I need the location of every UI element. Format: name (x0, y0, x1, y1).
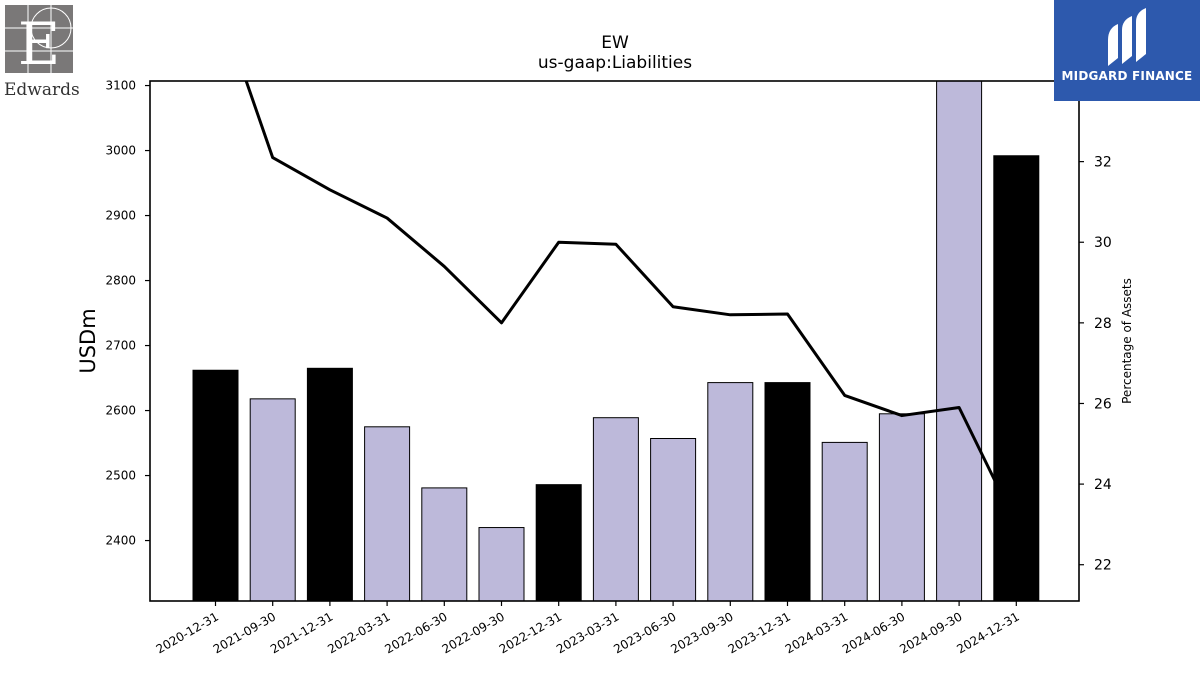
edwards-monogram-icon: E (5, 5, 73, 78)
x-tick-label: 2022-06-30 (382, 609, 449, 656)
x-tick-label: 2024-06-30 (840, 609, 907, 656)
x-tick-label: 2021-09-30 (211, 609, 278, 656)
y2-tick-label: 28 (1094, 316, 1112, 332)
y2-tick-label: 26 (1094, 396, 1112, 412)
y-tick-label: 2500 (105, 469, 136, 483)
y-tick-label: 3000 (105, 144, 136, 158)
x-tick-label: 2023-12-31 (726, 609, 793, 656)
midgard-finance-logo: MIDGARD FINANCE (1054, 0, 1200, 101)
bar-2022-06-30 (421, 487, 468, 601)
y2-tick-label: 30 (1094, 235, 1112, 251)
bar-2022-12-31 (535, 484, 582, 601)
bar-2023-12-31 (764, 382, 811, 601)
bar-2024-03-31 (821, 441, 868, 601)
y2-axis-label: Percentage of Assets (1120, 278, 1134, 404)
bar-2024-12-31 (993, 155, 1040, 601)
chart-subtitle: us-gaap:Liabilities (538, 53, 692, 73)
x-tick-label: 2023-06-30 (611, 609, 678, 656)
edwards-logo: E Edwards (4, 4, 80, 100)
bar-2021-09-30 (249, 398, 296, 601)
y-tick-label: 2700 (105, 339, 136, 353)
y-tick-label: 3100 (105, 79, 136, 93)
edwards-wordmark: Edwards (4, 80, 80, 100)
bar-2023-06-30 (650, 438, 697, 601)
chart-title: EW (601, 33, 629, 53)
x-tick-label: 2023-03-31 (554, 609, 621, 656)
bar-2020-12-31 (192, 369, 239, 601)
midgard-emblem-icon (1108, 8, 1146, 66)
x-tick-label: 2022-03-31 (325, 609, 392, 656)
svg-text:E: E (18, 10, 60, 74)
x-tick-label: 2022-12-31 (497, 609, 564, 656)
y2-tick-label: 24 (1094, 477, 1112, 493)
x-tick-label: 2020-12-31 (154, 609, 221, 656)
x-tick-label: 2024-09-30 (897, 609, 964, 656)
bar-2022-09-30 (478, 527, 525, 601)
x-tick-label: 2021-12-31 (268, 609, 335, 656)
midgard-wordmark: MIDGARD FINANCE (1061, 69, 1193, 83)
y-tick-label: 2400 (105, 534, 136, 548)
x-tick-label: 2022-09-30 (440, 609, 507, 656)
bar-2023-03-31 (592, 417, 639, 601)
bar-2022-03-31 (364, 426, 411, 601)
bar-2021-12-31 (306, 367, 353, 601)
plot-frame (149, 80, 1080, 602)
y-axis-label: USDm (76, 308, 100, 373)
x-tick-label: 2024-03-31 (783, 609, 850, 656)
bar-2024-06-30 (878, 413, 925, 601)
y2-tick-label: 32 (1094, 155, 1112, 171)
y-tick-label: 2800 (105, 274, 136, 288)
y-tick-label: 2900 (105, 209, 136, 223)
x-tick-label: 2024-12-31 (954, 609, 1021, 656)
y2-tick-label: 22 (1094, 558, 1112, 574)
x-tick-label: 2023-09-30 (668, 609, 735, 656)
y-tick-label: 2600 (105, 404, 136, 418)
bar-2023-09-30 (707, 382, 754, 601)
bar-2024-09-30 (936, 81, 983, 601)
line-percentage-of-assets (244, 81, 1018, 526)
